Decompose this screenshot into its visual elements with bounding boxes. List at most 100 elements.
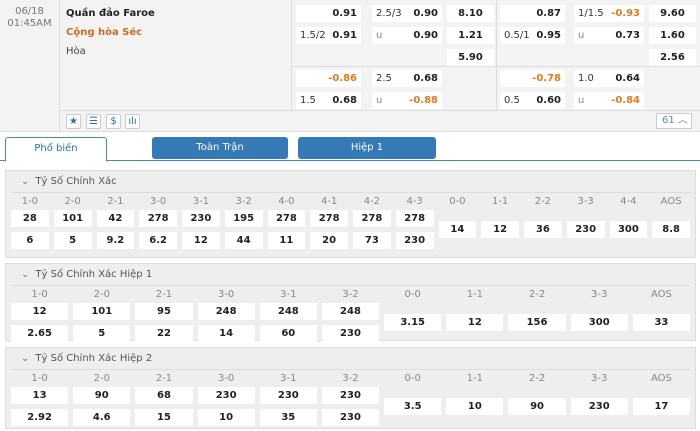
score-odds[interactable]: 300 <box>609 221 648 238</box>
score-odds[interactable]: 22 <box>135 325 193 342</box>
over-odds[interactable]: 1/1.5 -0.93 <box>574 5 644 22</box>
score-odds[interactable]: 95 <box>135 303 193 320</box>
score-odds[interactable]: 10 <box>446 398 504 415</box>
score-odds[interactable]: 33 <box>632 314 690 331</box>
score-odds[interactable]: 44 <box>224 232 263 249</box>
score-odds[interactable]: 12 <box>481 221 519 238</box>
stats-icon[interactable]: ılı <box>125 114 140 129</box>
score-odds[interactable]: 14 <box>197 325 255 342</box>
score-odds[interactable]: 278 <box>139 210 177 227</box>
score-odds[interactable]: 90 <box>73 387 131 404</box>
score-odds[interactable]: 17 <box>632 398 690 415</box>
section-header[interactable]: ⌄ Tỷ Số Chính Xác Hiệp 2 <box>11 348 690 370</box>
score-odds[interactable]: 230 <box>321 387 380 404</box>
more-markets-button[interactable]: 61 ︿ <box>656 113 692 129</box>
hdp-home-odds[interactable]: -0.78 <box>500 70 565 87</box>
score-odds[interactable]: 195 <box>224 210 263 227</box>
score-odds[interactable]: 6 <box>11 232 49 249</box>
hdp-away-odds[interactable]: 0.5/1 0.95 <box>500 27 565 44</box>
score-odds[interactable]: 3.5 <box>384 398 442 415</box>
score-odds[interactable]: 15 <box>135 409 193 426</box>
hdp-away-odds[interactable]: 1.5/2 0.91 <box>296 27 361 44</box>
score-odds[interactable]: 248 <box>197 303 255 320</box>
1x2-home-odds[interactable]: 8.10 <box>447 5 494 22</box>
under-odds[interactable]: u -0.88 <box>372 92 442 109</box>
score-odds[interactable]: 230 <box>321 325 380 342</box>
score-odds[interactable]: 42 <box>96 210 135 227</box>
score-odds[interactable]: 300 <box>570 314 628 331</box>
over-odds[interactable]: 2.5 0.68 <box>372 70 442 87</box>
score-odds[interactable]: 12 <box>182 232 220 249</box>
score-odds[interactable]: 35 <box>259 409 317 426</box>
score-odds[interactable]: 278 <box>353 210 391 227</box>
score-odds[interactable]: 248 <box>259 303 317 320</box>
section-header[interactable]: ⌄ Tỷ Số Chính Xác <box>11 171 690 193</box>
hdp-home-odds[interactable]: 0.87 <box>500 5 565 22</box>
score-odds[interactable]: 156 <box>508 314 566 331</box>
star-icon[interactable]: ★ <box>66 114 81 129</box>
score-odds[interactable]: 6.2 <box>139 232 177 249</box>
under-odds[interactable]: u 0.90 <box>372 27 442 44</box>
score-odds[interactable]: 9.2 <box>96 232 135 249</box>
tab-full-time[interactable]: Toàn Trận <box>152 137 288 159</box>
correct-score-section: ⌄ Tỷ Số Chính Xác Hiệp 2 1-0 2-0 2-1 3-0 3-1 3-… <box>5 347 696 429</box>
score-odds[interactable]: 73 <box>353 232 391 249</box>
dollar-icon[interactable]: $ <box>106 114 121 129</box>
score-odds[interactable]: 12 <box>11 303 69 320</box>
1x2-draw-odds[interactable]: 5.90 <box>447 49 494 66</box>
score-odds[interactable]: 101 <box>73 303 131 320</box>
under-odds[interactable]: u -0.84 <box>574 92 644 109</box>
score-odds[interactable]: 230 <box>395 232 434 249</box>
hdp-home-odds[interactable]: -0.86 <box>296 70 361 87</box>
section-header[interactable]: ⌄ Tỷ Số Chính Xác Hiệp 1 <box>11 264 690 286</box>
score-odds[interactable]: 60 <box>259 325 317 342</box>
score-odds[interactable]: 230 <box>197 387 255 404</box>
score-odds[interactable]: 3.15 <box>384 314 442 331</box>
score-odds[interactable]: 101 <box>53 210 92 227</box>
score-odds[interactable]: 20 <box>310 232 348 249</box>
score-odds[interactable]: 68 <box>135 387 193 404</box>
score-odds[interactable]: 5 <box>73 325 131 342</box>
score-odds[interactable]: 5 <box>53 232 92 249</box>
score-odds[interactable]: 230 <box>259 387 317 404</box>
score-odds[interactable]: 2.92 <box>11 409 69 426</box>
score-odds[interactable]: 230 <box>321 409 380 426</box>
hdp-home-odds[interactable]: 0.91 <box>296 5 361 22</box>
home-team: Quần đảo Faroe <box>66 8 155 19</box>
score-odds[interactable]: 12 <box>446 314 504 331</box>
draw-label: Hòa <box>66 46 86 57</box>
over-odds[interactable]: 1.0 0.64 <box>574 70 644 87</box>
score-odds[interactable]: 28 <box>11 210 49 227</box>
score-odds[interactable]: 278 <box>395 210 434 227</box>
score-odds[interactable]: 11 <box>267 232 306 249</box>
score-odds[interactable]: 248 <box>321 303 380 320</box>
score-odds[interactable]: 4.6 <box>73 409 131 426</box>
1x2-away-odds[interactable]: 1.60 <box>649 27 696 44</box>
score-odds[interactable]: 10 <box>197 409 255 426</box>
1x2-away-odds[interactable]: 1.21 <box>447 27 494 44</box>
odds-value: -0.84 <box>611 95 640 106</box>
hdp-away-odds[interactable]: 1.5 0.68 <box>296 92 361 109</box>
tab-popular[interactable]: Phổ biến <box>5 137 107 162</box>
score-odds[interactable]: 36 <box>524 221 562 238</box>
tab-first-half[interactable]: Hiệp 1 <box>298 137 436 159</box>
over-odds[interactable]: 2.5/3 0.90 <box>372 5 442 22</box>
score-odds[interactable]: 278 <box>267 210 306 227</box>
hdp-away-odds[interactable]: 0.5 0.60 <box>500 92 565 109</box>
list-icon[interactable]: ☰ <box>86 114 101 129</box>
score-odds[interactable]: 278 <box>310 210 348 227</box>
1x2-home-odds[interactable]: 9.60 <box>649 5 696 22</box>
score-odds[interactable]: 14 <box>438 221 477 238</box>
score-odds[interactable]: 90 <box>508 398 566 415</box>
section-title: Tỷ Số Chính Xác Hiệp 1 <box>35 269 153 280</box>
score-label: 3-1 <box>192 196 210 207</box>
score-odds[interactable]: 230 <box>566 221 605 238</box>
score-odds[interactable]: 230 <box>570 398 628 415</box>
odds-line: u <box>376 95 383 106</box>
score-odds[interactable]: 13 <box>11 387 69 404</box>
1x2-draw-odds[interactable]: 2.56 <box>649 49 696 66</box>
score-odds[interactable]: 230 <box>182 210 220 227</box>
score-odds[interactable]: 8.8 <box>652 221 690 238</box>
under-odds[interactable]: u 0.73 <box>574 27 644 44</box>
score-odds[interactable]: 2.65 <box>11 325 69 342</box>
